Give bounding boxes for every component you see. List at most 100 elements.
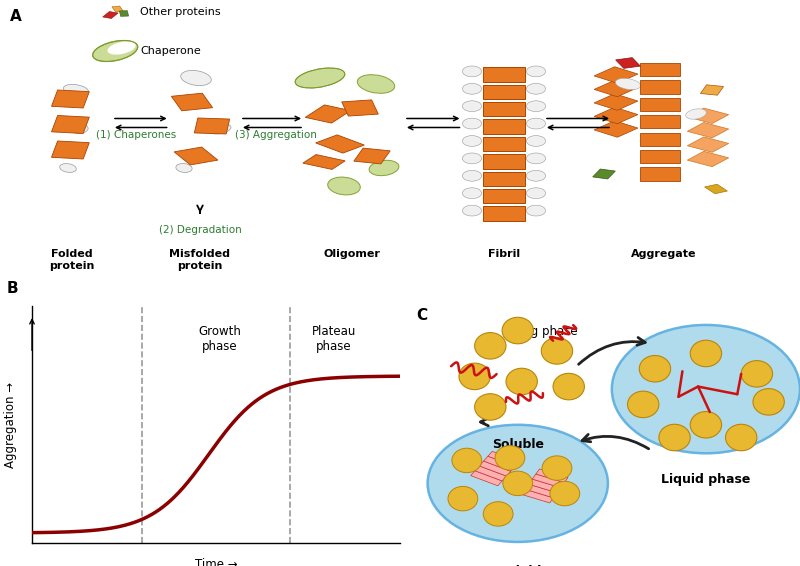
Bar bbox=[594, 67, 638, 83]
Text: (2) Degradation: (2) Degradation bbox=[158, 225, 242, 235]
Bar bbox=[316, 135, 364, 153]
Ellipse shape bbox=[542, 338, 573, 364]
Text: C: C bbox=[416, 308, 427, 323]
Bar bbox=[483, 171, 525, 186]
Ellipse shape bbox=[753, 389, 784, 415]
Ellipse shape bbox=[483, 501, 513, 526]
Bar bbox=[594, 80, 638, 97]
Ellipse shape bbox=[690, 340, 722, 367]
Bar bbox=[119, 11, 129, 16]
Text: Fibril: Fibril bbox=[488, 249, 520, 259]
Bar bbox=[112, 6, 123, 12]
Bar bbox=[640, 150, 680, 163]
Text: Aggregate: Aggregate bbox=[631, 249, 697, 259]
Ellipse shape bbox=[462, 136, 482, 147]
Text: Other proteins: Other proteins bbox=[140, 7, 221, 17]
Text: Lag phase: Lag phase bbox=[517, 325, 578, 338]
Ellipse shape bbox=[612, 325, 800, 453]
Ellipse shape bbox=[462, 153, 482, 164]
Text: Growth
phase: Growth phase bbox=[198, 325, 241, 353]
Bar bbox=[483, 102, 525, 117]
Bar bbox=[705, 185, 727, 194]
Bar bbox=[51, 90, 90, 108]
Ellipse shape bbox=[526, 101, 546, 112]
Ellipse shape bbox=[526, 83, 546, 94]
Bar bbox=[640, 80, 680, 93]
Bar bbox=[594, 107, 638, 124]
Ellipse shape bbox=[542, 456, 572, 481]
Text: (3) Aggregation: (3) Aggregation bbox=[235, 130, 317, 140]
Ellipse shape bbox=[495, 445, 525, 470]
Ellipse shape bbox=[686, 109, 706, 119]
Text: Aggregation →: Aggregation → bbox=[4, 381, 18, 468]
Bar bbox=[483, 84, 525, 99]
Bar bbox=[594, 121, 638, 137]
Ellipse shape bbox=[462, 205, 482, 216]
Bar bbox=[171, 93, 213, 111]
Ellipse shape bbox=[726, 424, 757, 451]
Bar bbox=[475, 466, 506, 481]
Text: B: B bbox=[6, 281, 18, 296]
Ellipse shape bbox=[506, 368, 538, 395]
Ellipse shape bbox=[462, 101, 482, 112]
Text: Amyloids: Amyloids bbox=[486, 565, 550, 566]
Bar bbox=[483, 154, 525, 169]
Ellipse shape bbox=[369, 160, 399, 175]
Ellipse shape bbox=[627, 391, 659, 418]
Ellipse shape bbox=[462, 66, 482, 77]
Ellipse shape bbox=[526, 188, 546, 199]
Bar bbox=[536, 469, 568, 483]
Bar bbox=[616, 58, 640, 68]
Ellipse shape bbox=[427, 424, 608, 542]
Bar bbox=[529, 479, 561, 493]
Ellipse shape bbox=[550, 481, 580, 506]
Bar bbox=[525, 484, 557, 498]
Ellipse shape bbox=[209, 124, 231, 134]
Text: Plateau
phase: Plateau phase bbox=[311, 325, 356, 353]
Bar bbox=[483, 67, 525, 82]
Ellipse shape bbox=[526, 118, 546, 129]
Ellipse shape bbox=[93, 41, 138, 62]
Text: Misfolded
protein: Misfolded protein bbox=[170, 249, 230, 271]
Bar bbox=[687, 151, 729, 166]
Bar bbox=[640, 115, 680, 128]
Bar bbox=[303, 155, 345, 169]
Ellipse shape bbox=[328, 177, 360, 195]
Ellipse shape bbox=[474, 394, 506, 420]
Bar bbox=[342, 100, 378, 116]
Ellipse shape bbox=[462, 83, 482, 94]
Ellipse shape bbox=[462, 170, 482, 181]
Bar bbox=[640, 168, 680, 181]
Ellipse shape bbox=[60, 164, 76, 173]
Bar bbox=[687, 122, 729, 138]
Bar bbox=[687, 108, 729, 123]
Text: (1) Chaperones: (1) Chaperones bbox=[96, 130, 176, 140]
Bar bbox=[640, 132, 680, 146]
Ellipse shape bbox=[474, 333, 506, 359]
Bar bbox=[51, 141, 90, 159]
Bar bbox=[483, 137, 525, 151]
Ellipse shape bbox=[462, 188, 482, 199]
Bar bbox=[194, 118, 230, 134]
Bar bbox=[479, 461, 510, 476]
Ellipse shape bbox=[63, 84, 89, 96]
Bar bbox=[687, 137, 729, 152]
Ellipse shape bbox=[615, 78, 641, 89]
Ellipse shape bbox=[742, 361, 773, 387]
Ellipse shape bbox=[452, 448, 482, 473]
Ellipse shape bbox=[503, 471, 533, 496]
Text: Soluble: Soluble bbox=[492, 438, 544, 451]
Ellipse shape bbox=[526, 66, 546, 77]
Bar bbox=[484, 456, 515, 471]
Text: Liquid phase: Liquid phase bbox=[662, 473, 750, 486]
Text: Chaperone: Chaperone bbox=[140, 46, 201, 56]
Ellipse shape bbox=[72, 125, 88, 134]
Ellipse shape bbox=[176, 164, 192, 173]
Bar bbox=[594, 94, 638, 110]
Bar bbox=[174, 147, 218, 165]
Bar bbox=[51, 115, 90, 134]
Ellipse shape bbox=[639, 355, 670, 382]
Text: A: A bbox=[10, 9, 22, 24]
Bar bbox=[640, 98, 680, 111]
Ellipse shape bbox=[526, 136, 546, 147]
